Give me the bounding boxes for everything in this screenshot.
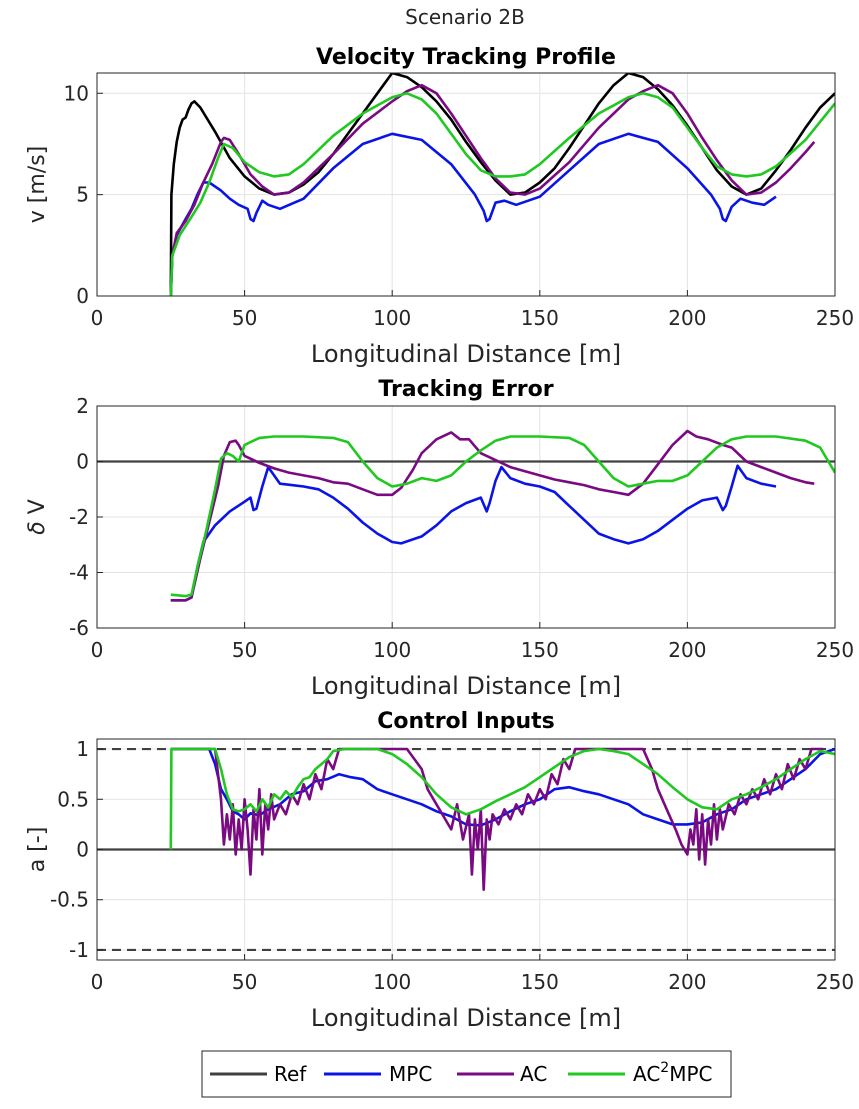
velocity-series-mpc xyxy=(169,132,777,296)
error-y-tick-label: -4 xyxy=(69,561,89,585)
velocity-series-ac xyxy=(169,83,816,296)
figure-title: Scenario 2B xyxy=(405,5,525,29)
velocity-tracking-panel: 0 50 100 150 200 250 0 5 10 Velocity Tracking Pro… xyxy=(25,45,854,368)
control-y-tick-label: 0 xyxy=(76,838,89,862)
control-x-axis-label: Longitudinal Distance [m] xyxy=(311,1004,621,1032)
error-x-tick-label: 250 xyxy=(816,638,854,662)
error-y-axis-label: δ V xyxy=(25,499,50,535)
error-y-tick-label: 0 xyxy=(76,450,89,474)
control-x-tick-label: 100 xyxy=(373,970,411,994)
velocity-x-tick-label: 150 xyxy=(521,306,559,330)
velocity-chart-title: Velocity Tracking Profile xyxy=(316,45,616,70)
control-y-tick-label: 1 xyxy=(76,737,89,761)
velocity-y-tick-label: 10 xyxy=(64,81,89,105)
error-x-tick-label: 50 xyxy=(232,638,257,662)
velocity-x-tick-label: 200 xyxy=(668,306,706,330)
error-y-axis-unit: V xyxy=(25,499,50,521)
velocity-x-axis-label: Longitudinal Distance [m] xyxy=(311,340,621,368)
velocity-y-tick-label: 5 xyxy=(76,183,89,207)
control-y-axis-label: a [-] xyxy=(25,827,50,873)
control-inputs-panel: 0 50 100 150 200 250 -1 -0.5 0 0.5 1 Control Inputs… xyxy=(25,709,854,1032)
velocity-x-tick-label: 50 xyxy=(232,306,257,330)
error-x-tick-label: 100 xyxy=(373,638,411,662)
legend: Ref MPC AC AC2MPC xyxy=(201,1050,732,1098)
control-series-ac xyxy=(170,747,824,891)
control-y-tick-label: -1 xyxy=(69,938,89,962)
control-chart-title: Control Inputs xyxy=(377,709,554,734)
legend-label-ref: Ref xyxy=(274,1062,307,1086)
error-y-tick-label: -2 xyxy=(69,505,89,529)
velocity-axes-frame xyxy=(96,72,836,297)
legend-label-ac: AC xyxy=(520,1062,547,1086)
error-x-tick-label: 0 xyxy=(91,638,104,662)
control-x-tick-label: 0 xyxy=(91,970,104,994)
control-x-tick-label: 250 xyxy=(816,970,854,994)
error-x-axis-label: Longitudinal Distance [m] xyxy=(311,672,621,700)
velocity-x-tick-label: 250 xyxy=(816,306,854,330)
legend-label-mpc: MPC xyxy=(389,1062,432,1086)
error-x-tick-label: 150 xyxy=(521,638,559,662)
error-y-axis-symbol: δ xyxy=(25,521,50,534)
velocity-series-ac2mpc xyxy=(169,92,835,296)
control-y-tick-label: 0.5 xyxy=(57,787,89,811)
velocity-x-tick-label: 100 xyxy=(373,306,411,330)
control-x-tick-label: 200 xyxy=(668,970,706,994)
error-y-tick-label: 2 xyxy=(76,394,89,418)
velocity-y-tick-label: 0 xyxy=(76,284,89,308)
error-x-tick-label: 200 xyxy=(668,638,706,662)
error-series-mpc xyxy=(170,464,777,602)
tracking-error-panel: 0 50 100 150 200 250 -6 -4 -2 0 2 Tracking Error Lon… xyxy=(25,377,854,700)
velocity-x-tick-label: 0 xyxy=(91,306,104,330)
control-series-ac2mpc xyxy=(169,747,835,850)
error-chart-title: Tracking Error xyxy=(378,377,553,402)
control-y-tick-label: -0.5 xyxy=(50,888,89,912)
error-y-tick-label: -6 xyxy=(69,616,89,640)
legend-label-ac2mpc: AC2MPC xyxy=(633,1060,713,1086)
velocity-y-axis-label: v [m/s] xyxy=(25,146,50,223)
error-series-ac xyxy=(170,429,815,602)
control-x-tick-label: 150 xyxy=(521,970,559,994)
control-x-tick-label: 50 xyxy=(232,970,257,994)
error-series-ac2mpc xyxy=(170,435,835,598)
